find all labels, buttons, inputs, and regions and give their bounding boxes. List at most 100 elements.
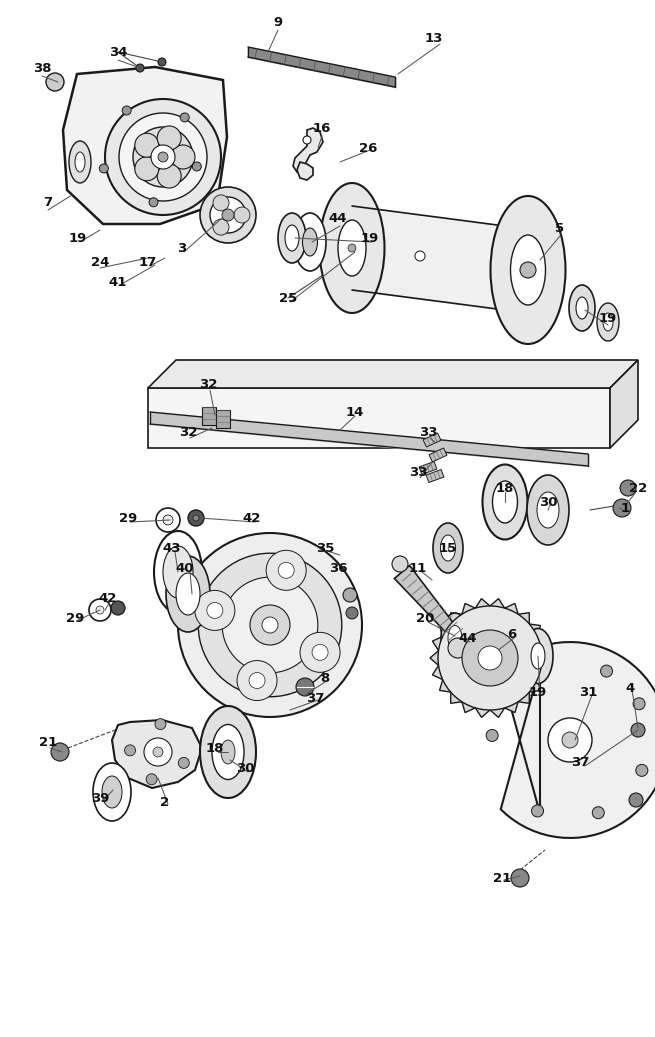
Circle shape — [180, 113, 189, 122]
Circle shape — [200, 187, 256, 243]
Ellipse shape — [433, 523, 463, 573]
Circle shape — [415, 251, 425, 261]
Ellipse shape — [102, 776, 122, 808]
Ellipse shape — [576, 297, 588, 319]
Text: 31: 31 — [579, 685, 597, 699]
Circle shape — [237, 661, 277, 701]
Ellipse shape — [200, 706, 256, 798]
Circle shape — [157, 164, 181, 188]
Text: 38: 38 — [33, 61, 51, 75]
Circle shape — [222, 578, 318, 673]
Circle shape — [601, 665, 612, 677]
Circle shape — [153, 747, 163, 757]
Polygon shape — [112, 720, 202, 788]
Text: 1: 1 — [620, 502, 629, 514]
Circle shape — [511, 869, 529, 887]
Text: 35: 35 — [316, 541, 334, 555]
Circle shape — [234, 207, 250, 223]
Ellipse shape — [483, 465, 527, 539]
Text: 19: 19 — [361, 231, 379, 245]
Text: 42: 42 — [243, 511, 261, 525]
Circle shape — [346, 607, 358, 619]
Text: 17: 17 — [139, 255, 157, 269]
Ellipse shape — [320, 183, 384, 313]
Text: 7: 7 — [43, 196, 52, 208]
Circle shape — [51, 742, 69, 761]
Text: 32: 32 — [179, 425, 197, 439]
Ellipse shape — [303, 228, 318, 256]
Text: 18: 18 — [496, 481, 514, 495]
Text: 2: 2 — [160, 795, 170, 809]
Circle shape — [146, 774, 157, 785]
Circle shape — [343, 588, 357, 602]
Circle shape — [155, 719, 166, 730]
Ellipse shape — [493, 481, 517, 523]
Circle shape — [303, 136, 311, 144]
Text: 19: 19 — [69, 231, 87, 245]
Polygon shape — [429, 448, 447, 463]
Circle shape — [448, 638, 468, 658]
Text: 34: 34 — [109, 46, 127, 58]
Ellipse shape — [285, 225, 299, 251]
Text: 33: 33 — [409, 466, 427, 478]
Polygon shape — [426, 470, 444, 482]
Circle shape — [478, 646, 502, 670]
Circle shape — [135, 157, 159, 180]
Ellipse shape — [163, 546, 193, 598]
Ellipse shape — [491, 196, 565, 344]
Text: 5: 5 — [555, 222, 565, 234]
Circle shape — [348, 244, 356, 252]
Circle shape — [89, 599, 111, 621]
Ellipse shape — [75, 152, 85, 172]
Circle shape — [151, 145, 175, 169]
Polygon shape — [430, 598, 550, 718]
Text: 30: 30 — [539, 496, 557, 508]
Circle shape — [96, 606, 104, 614]
Circle shape — [296, 678, 314, 696]
Circle shape — [631, 723, 645, 737]
Text: 13: 13 — [425, 31, 443, 45]
Ellipse shape — [166, 556, 210, 632]
Circle shape — [629, 793, 643, 807]
Polygon shape — [148, 360, 638, 388]
Ellipse shape — [527, 475, 569, 545]
Circle shape — [193, 515, 199, 521]
Text: 29: 29 — [119, 511, 137, 525]
Ellipse shape — [531, 643, 545, 669]
Circle shape — [249, 673, 265, 689]
Circle shape — [592, 807, 605, 818]
Ellipse shape — [448, 625, 462, 650]
Circle shape — [526, 666, 538, 678]
Circle shape — [144, 738, 172, 766]
Text: 11: 11 — [409, 561, 427, 574]
Ellipse shape — [278, 213, 306, 263]
Circle shape — [613, 499, 631, 517]
Bar — [216, 410, 230, 428]
Text: 21: 21 — [493, 871, 511, 885]
Circle shape — [105, 99, 221, 215]
Text: 43: 43 — [162, 541, 181, 555]
Polygon shape — [63, 67, 227, 224]
Text: 36: 36 — [329, 561, 347, 574]
Circle shape — [300, 633, 340, 672]
Circle shape — [486, 729, 498, 741]
Text: 42: 42 — [99, 591, 117, 605]
Bar — [202, 407, 216, 425]
Circle shape — [462, 630, 518, 686]
Ellipse shape — [294, 213, 326, 271]
Text: 44: 44 — [329, 212, 347, 224]
Circle shape — [158, 152, 168, 162]
Text: 3: 3 — [178, 242, 187, 254]
Circle shape — [178, 533, 362, 717]
Circle shape — [122, 106, 131, 115]
Ellipse shape — [441, 613, 469, 663]
Circle shape — [392, 556, 408, 572]
Text: 20: 20 — [416, 612, 434, 624]
Circle shape — [620, 480, 636, 496]
Ellipse shape — [176, 573, 200, 615]
Circle shape — [111, 601, 125, 615]
Circle shape — [222, 209, 234, 221]
Circle shape — [124, 745, 136, 756]
Circle shape — [438, 606, 542, 710]
Ellipse shape — [603, 313, 613, 331]
